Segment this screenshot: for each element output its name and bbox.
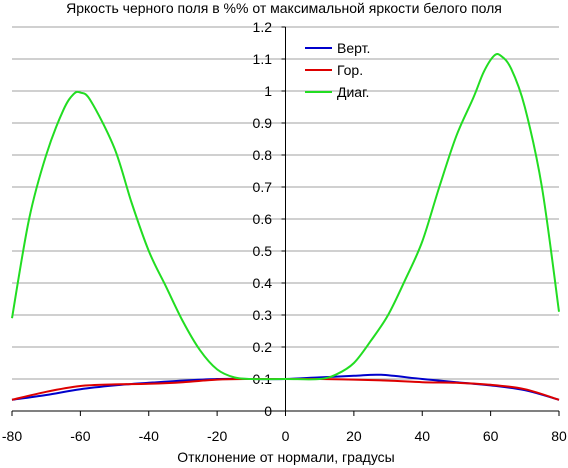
axes <box>11 26 560 416</box>
y-tick-label: 0.5 <box>253 243 273 259</box>
x-tick-label: 0 <box>282 428 290 444</box>
x-tick-label: 80 <box>551 428 567 444</box>
y-tick-label: 1.2 <box>253 19 273 35</box>
y-tick-label: 0.7 <box>253 179 273 195</box>
y-tick-label: 1.1 <box>253 51 273 67</box>
y-tick-label: 0.4 <box>253 275 273 291</box>
x-tick-label: 60 <box>483 428 499 444</box>
series-line <box>11 53 560 381</box>
y-tick-label: 1 <box>264 83 272 99</box>
y-tick-labels: 00.10.20.30.40.50.60.70.80.911.11.2 <box>253 19 273 419</box>
x-axis-label: Отклонение от нормали, градусы <box>177 449 394 465</box>
legend-label: Диаг. <box>337 84 369 100</box>
series-lines <box>11 53 560 401</box>
y-tick-label: 0 <box>264 403 272 419</box>
x-tick-labels: -80 -60 -40 -20 0 20 40 60 80 <box>2 428 567 444</box>
legend-label: Верт. <box>337 40 370 56</box>
x-tick-label: -40 <box>139 428 159 444</box>
x-tick-label: -60 <box>70 428 90 444</box>
x-tick-label: -20 <box>207 428 227 444</box>
x-tick-label: 40 <box>414 428 430 444</box>
chart-title: Яркость черного поля в %% от максимально… <box>66 0 502 16</box>
y-tick-label: 0.2 <box>253 339 273 355</box>
y-tick-label: 0.9 <box>253 115 273 131</box>
legend-label: Гор. <box>337 62 363 78</box>
legend: Верт. Гор. Диаг. <box>305 40 370 100</box>
x-tick-label: -80 <box>2 428 22 444</box>
x-tick-label: 20 <box>346 428 362 444</box>
y-tick-label: 0.3 <box>253 307 273 323</box>
y-tick-label: 0.6 <box>253 211 273 227</box>
y-tick-label: 0.8 <box>253 147 273 163</box>
